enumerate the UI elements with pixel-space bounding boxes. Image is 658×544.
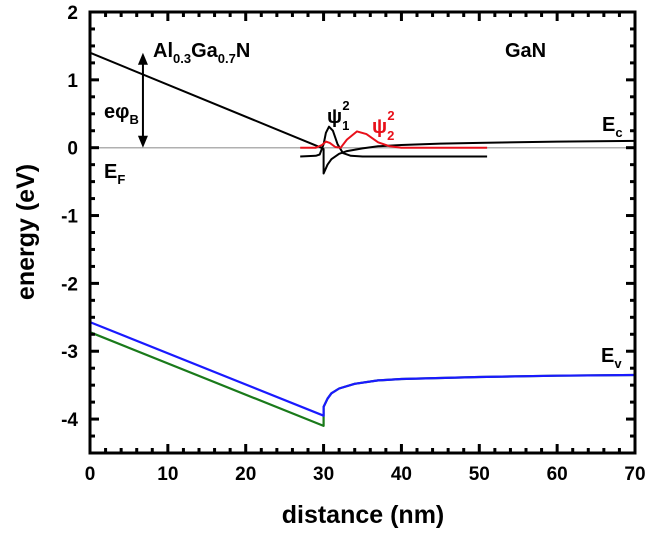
- y-tick-label: 2: [67, 3, 78, 24]
- label-barrier-height: eφB: [104, 101, 139, 127]
- y-tick-label: 0: [67, 139, 78, 160]
- label-channel-material: GaN: [505, 40, 546, 62]
- y-tick-label: -4: [61, 410, 78, 431]
- y-tick-label: -2: [61, 274, 78, 295]
- series-ev-green: [89, 331, 636, 427]
- x-tick-label: 20: [235, 464, 256, 485]
- y-tick-label: -3: [61, 342, 78, 363]
- x-tick-label: 70: [624, 464, 645, 485]
- x-tick-label: 60: [547, 464, 568, 485]
- label-psi2: ψ22: [372, 108, 395, 143]
- x-axis-label: distance (nm): [282, 501, 445, 529]
- y-axis-label: energy (eV): [12, 164, 40, 300]
- label-fermi-level: EF: [104, 161, 125, 187]
- label-valence-band: Ev: [601, 345, 622, 371]
- barrier-height-arrow: [137, 52, 148, 148]
- label-barrier-material: Al0.3Ga0.7N: [153, 40, 250, 66]
- x-tick-label: 10: [157, 464, 178, 485]
- x-tick-label: 50: [469, 464, 490, 485]
- y-tick-label: 1: [67, 71, 78, 92]
- x-tick-label: 30: [313, 464, 334, 485]
- series-ev-blue: [89, 321, 636, 417]
- series-psi1: [300, 125, 488, 158]
- y-tick-label: -1: [61, 207, 78, 228]
- x-tick-label: 0: [85, 464, 96, 485]
- plot-frame: [88, 10, 637, 455]
- x-tick-label: 40: [391, 464, 412, 485]
- series-psi2: [300, 130, 488, 149]
- series-ec: [89, 51, 636, 175]
- label-conduction-band: Ec: [602, 114, 623, 140]
- label-psi1: ψ12: [327, 98, 350, 133]
